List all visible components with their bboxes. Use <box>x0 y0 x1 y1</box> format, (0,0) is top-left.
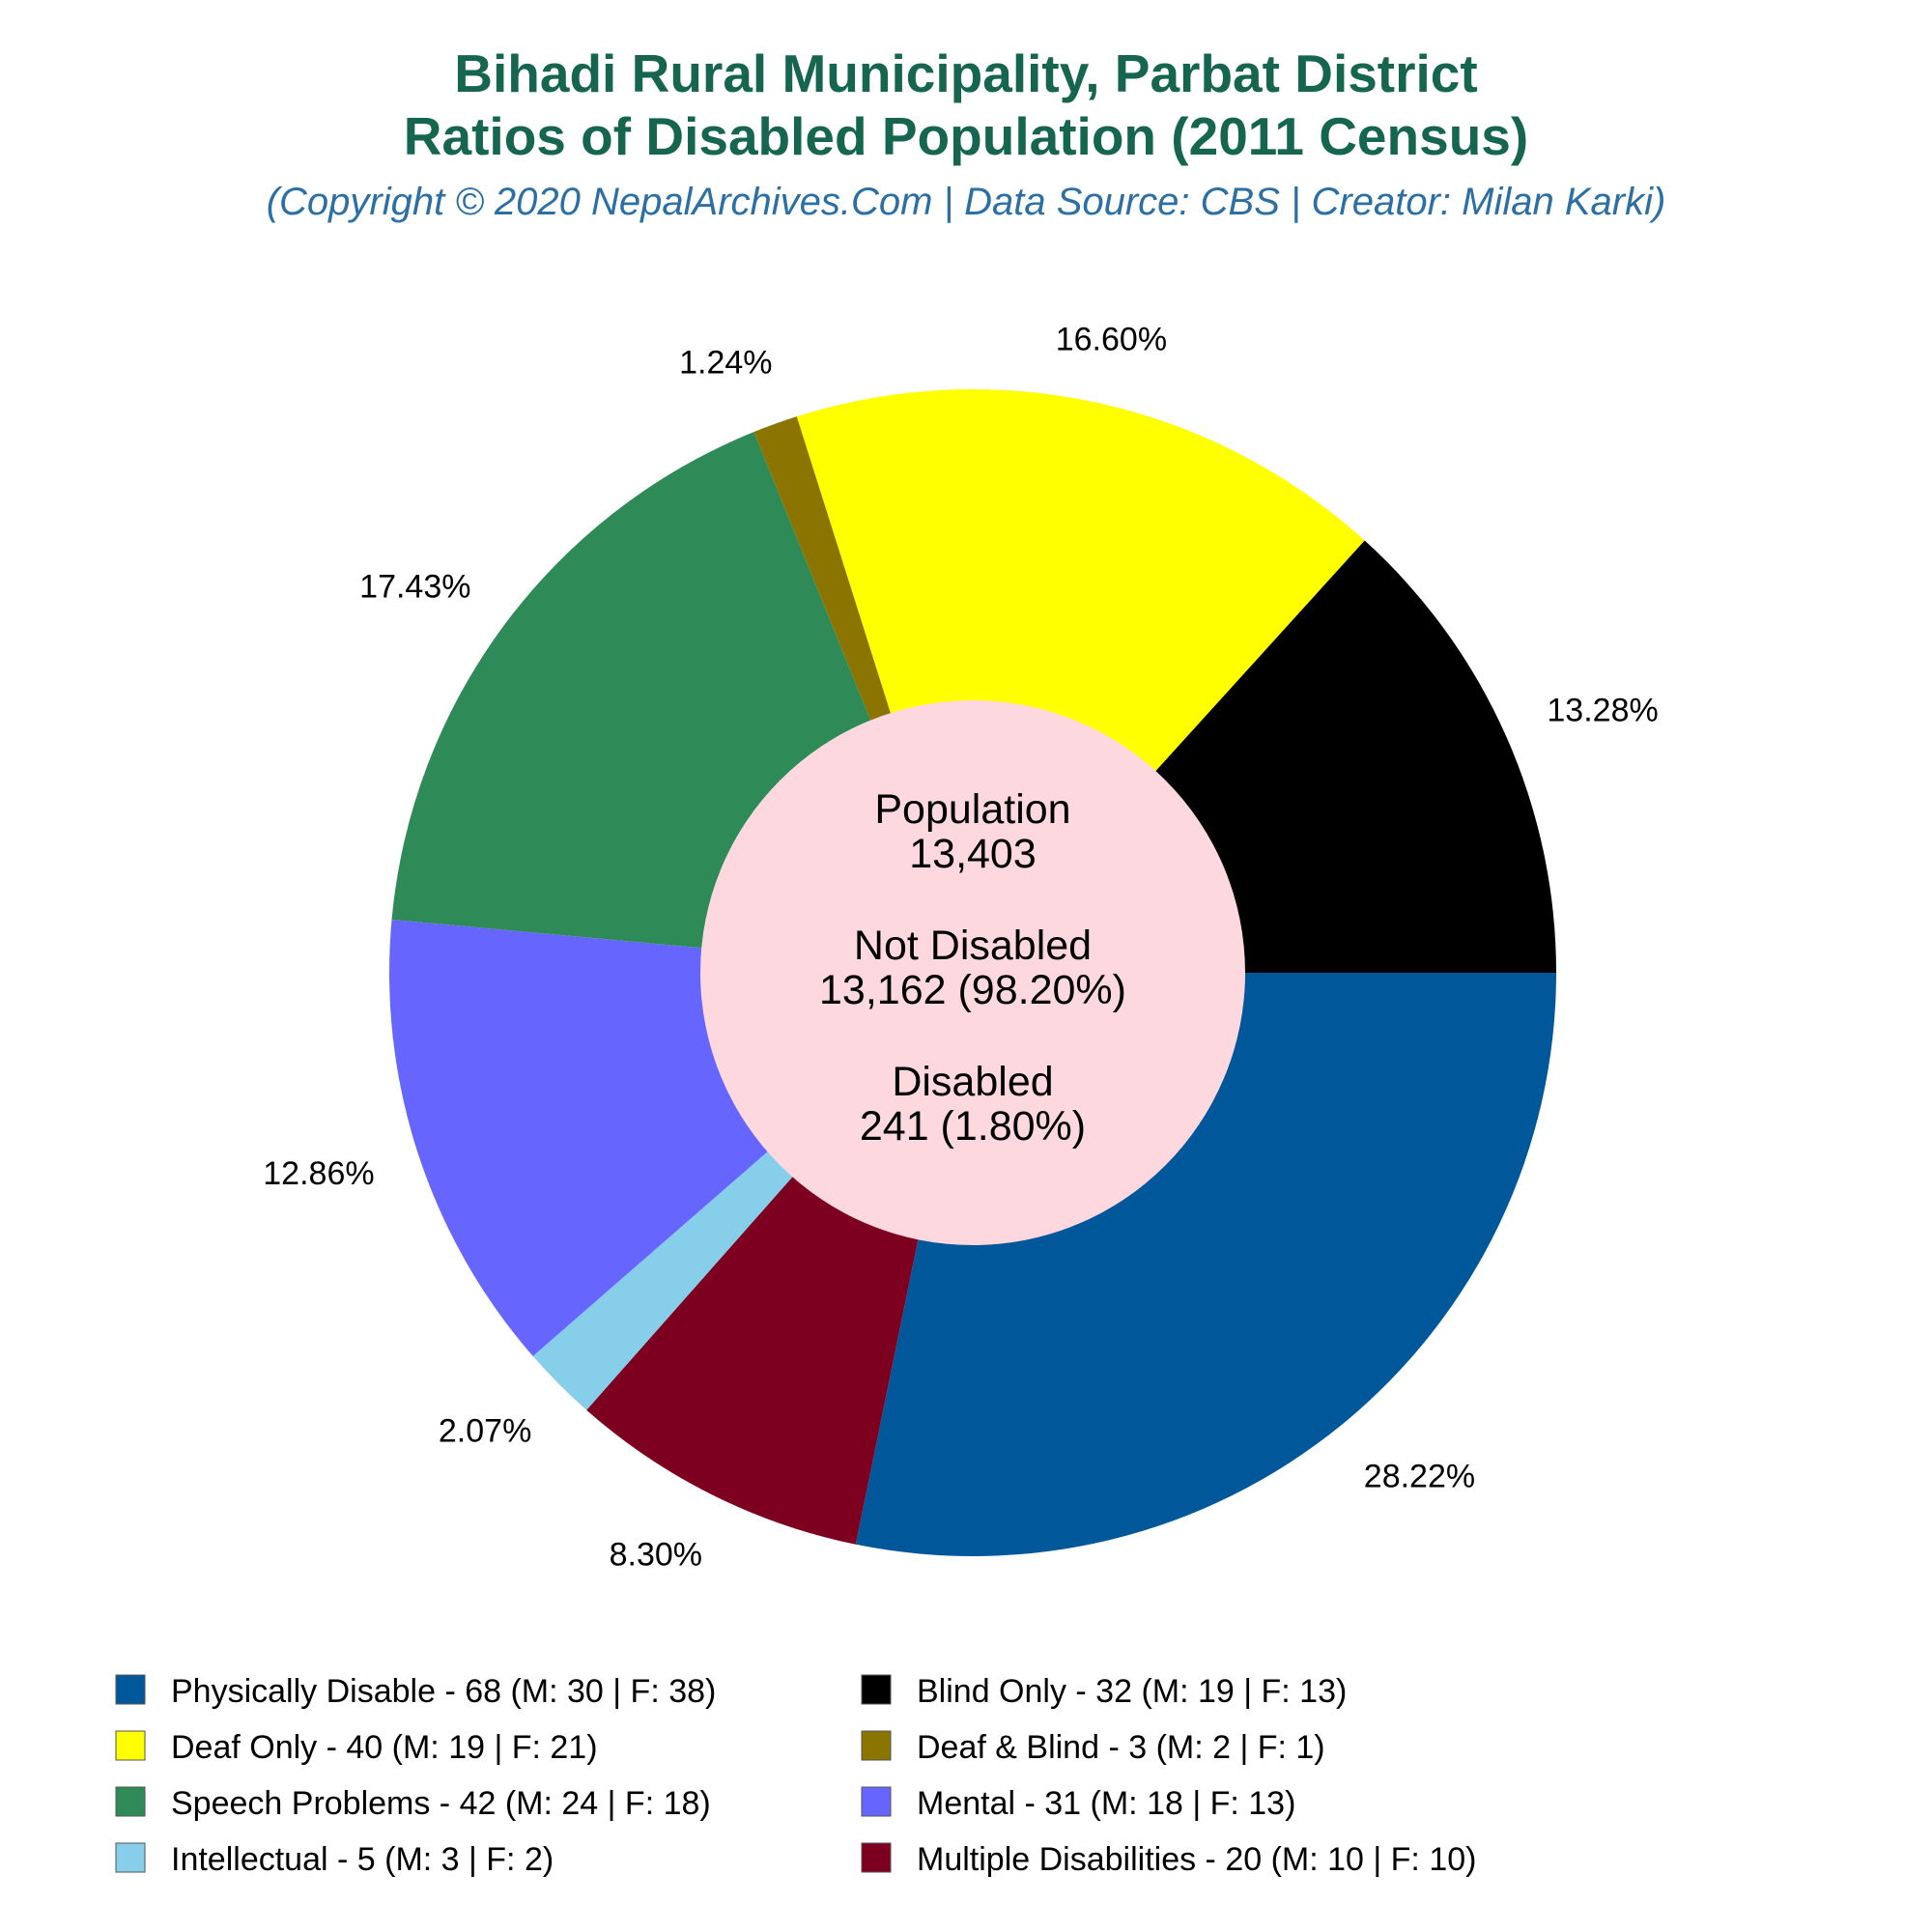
legend-label-speech-problems: Speech Problems - 42 (M: 24 | F: 18) <box>171 1785 711 1822</box>
legend-swatch-intellectual <box>115 1842 146 1873</box>
pie-label-physically-disable: 28.22% <box>1364 1459 1475 1495</box>
center-disabled-label: Disabled <box>892 1059 1053 1105</box>
center-disabled-value: 241 (1.80%) <box>860 1103 1086 1150</box>
center-hole <box>700 700 1245 1245</box>
center-not-disabled-label: Not Disabled <box>854 923 1092 969</box>
pie-label-mental: 12.86% <box>263 1155 374 1192</box>
pie-label-intellectual: 2.07% <box>439 1413 531 1450</box>
legend-label-deaf-only: Deaf Only - 40 (M: 19 | F: 21) <box>171 1729 598 1766</box>
legend-swatch-deaf-and-blind <box>861 1730 892 1761</box>
legend-label-blind-only: Blind Only - 32 (M: 19 | F: 13) <box>917 1673 1347 1710</box>
pie-label-deaf-and-blind: 1.24% <box>679 345 772 382</box>
pie-label-blind-only: 13.28% <box>1547 693 1658 729</box>
legend-swatch-physically-disable <box>115 1674 146 1705</box>
legend-swatch-mental <box>861 1786 892 1817</box>
center-not-disabled-value: 13,162 (98.20%) <box>819 967 1126 1013</box>
legend-swatch-multiple-disabilities <box>861 1842 892 1873</box>
legend-swatch-deaf-only <box>115 1730 146 1761</box>
legend-label-multiple-disabilities: Multiple Disabilities - 20 (M: 10 | F: 1… <box>917 1841 1476 1878</box>
legend-label-intellectual: Intellectual - 5 (M: 3 | F: 2) <box>171 1841 554 1878</box>
legend-label-deaf-and-blind: Deaf & Blind - 3 (M: 2 | F: 1) <box>917 1729 1325 1766</box>
pie-label-deaf-only: 16.60% <box>1056 322 1167 358</box>
pie-label-multiple-disabilities: 8.30% <box>610 1536 702 1573</box>
legend-swatch-blind-only <box>861 1674 892 1705</box>
chart-legend: Physically Disable - 68 (M: 30 | F: 38) B… <box>115 1673 1476 1878</box>
chart-title-line2: Ratios of Disabled Population (2011 Cens… <box>404 106 1528 166</box>
chart-subtitle: (Copyright © 2020 NepalArchives.Com | Da… <box>267 181 1666 223</box>
center-population-label: Population <box>874 786 1070 833</box>
pie-percent-labels: 28.22% 8.30% 2.07% 12.86% 17.43% 1.24% 16.60% 1… <box>263 322 1658 1574</box>
center-population-value: 13,403 <box>909 831 1037 877</box>
legend-swatch-speech-problems <box>115 1786 146 1817</box>
chart-title-line1: Bihadi Rural Municipality, Parbat Distri… <box>454 43 1477 103</box>
legend-label-physically-disable: Physically Disable - 68 (M: 30 | F: 38) <box>171 1673 716 1710</box>
pie-label-speech-problems: 17.43% <box>359 568 470 605</box>
legend-label-mental: Mental - 31 (M: 18 | F: 13) <box>917 1785 1295 1822</box>
